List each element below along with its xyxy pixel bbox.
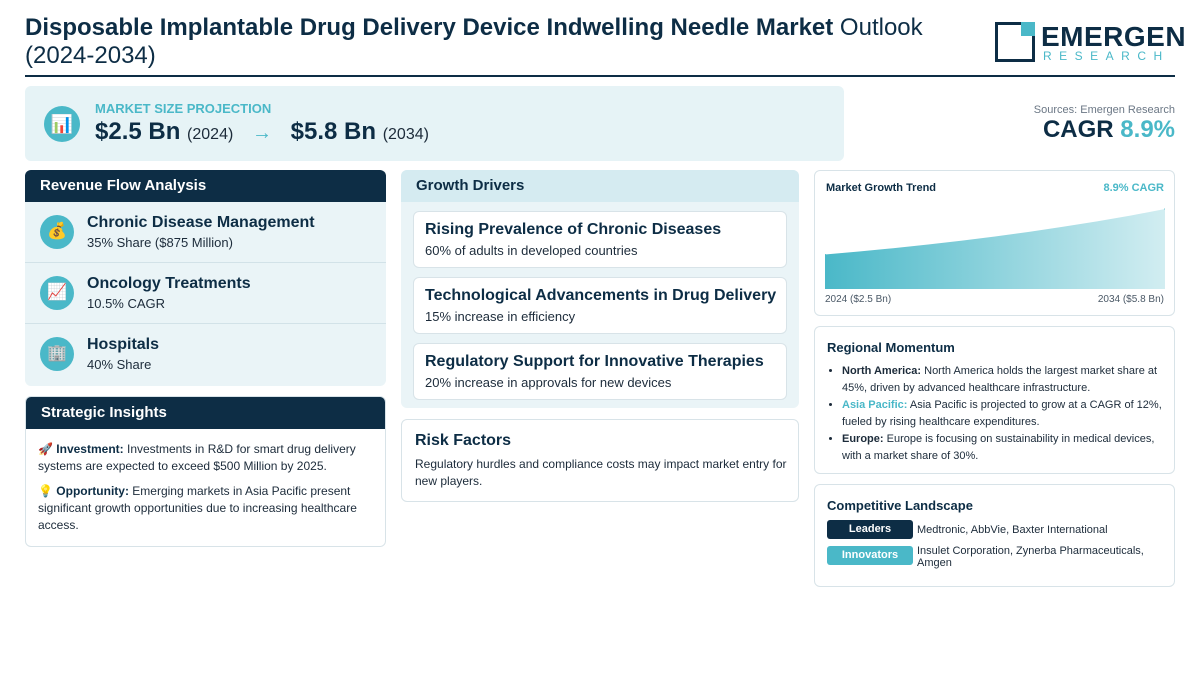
risk-heading: Risk Factors [415,432,512,449]
regional-momentum-panel: Regional Momentum North America: North A… [814,326,1175,474]
region-north-america: North America: North America holds the l… [842,363,1168,397]
region-asia-pacific: Asia Pacific: Asia Pacific is projected … [842,397,1168,431]
drivers-heading: Growth Drivers [401,170,799,202]
driver-sub: 60% of adults in developed countries [425,243,638,258]
revenue-flow-heading: Revenue Flow Analysis [25,170,386,202]
trend-area-svg [825,208,1165,289]
chart-start-label: 2024 ($2.5 Bn) [825,294,892,305]
projection-label: MARKET SIZE PROJECTION [95,101,272,116]
competitive-heading: Competitive Landscape [827,498,973,513]
market-growth-trend-chart: Market Growth Trend 8.9% CAGR 2024 ($2.5… [814,170,1175,316]
start-year: (2024) [187,126,234,143]
risk-factors-panel: Risk Factors Regulatory hurdles and comp… [401,419,799,502]
end-year: (2034) [382,126,429,143]
driver-title: Rising Prevalence of Chronic Diseases [425,221,722,238]
risk-text: Regulatory hurdles and compliance costs … [415,457,787,488]
revenue-flow-panel: Revenue Flow Analysis 💰 Chronic Disease … [25,170,386,386]
market-size-projection: 📊 MARKET SIZE PROJECTION $2.5 Bn (2024) … [25,86,844,161]
revenue-item: 🏢 Hospitals 40% Share [25,324,386,385]
chart-end-label: 2034 ($5.8 Bn) [1097,294,1164,305]
chart-title: Market Growth Trend [826,182,937,194]
insight-investment: 🚀 Investment: Investments in R&D for sma… [38,442,356,473]
revenue-item-title: Chronic Disease Management [87,214,315,231]
strategic-insights-panel: Strategic Insights 🚀 Investment: Investm… [25,396,386,547]
driver-card: Rising Prevalence of Chronic Diseases 60… [413,211,787,268]
revenue-item-title: Oncology Treatments [87,275,251,292]
revenue-item-sub: 40% Share [87,357,152,372]
building-icon: 🏢 [40,337,74,371]
revenue-item: 📈 Oncology Treatments 10.5% CAGR [25,263,386,324]
revenue-item-sub: 35% Share ($875 Million) [87,235,233,250]
driver-title: Regulatory Support for Innovative Therap… [425,353,764,370]
leaders-badge: Leaders [827,520,913,539]
cagr-summary: CAGR 8.9% [1042,116,1175,143]
innovators-badge: Innovators [827,546,913,565]
money-bag-icon: 💰 [40,215,74,249]
driver-title: Technological Advancements in Drug Deliv… [425,287,777,304]
trend-point-2024 [825,254,826,256]
end-value: $5.8 Bn [290,118,377,145]
driver-sub: 15% increase in efficiency [425,309,576,324]
cagr-value: 8.9% [1120,116,1175,143]
insights-heading: Strategic Insights [26,397,385,429]
trend-chart-icon: 📈 [40,276,74,310]
logo-name: EMERGEN [1041,21,1187,52]
bar-chart-icon: 📊 [44,106,80,142]
revenue-item-sub: 10.5% CAGR [87,296,166,311]
region-europe: Europe: Europe is focusing on sustainabi… [842,431,1168,465]
insight-opportunity: 💡 Opportunity: Emerging markets in Asia … [38,484,357,532]
lightbulb-icon: 💡 [38,484,53,498]
driver-card: Technological Advancements in Drug Deliv… [413,277,787,334]
regional-heading: Regional Momentum [827,340,955,355]
revenue-item: 💰 Chronic Disease Management 35% Share (… [25,202,386,263]
competitive-landscape-panel: Competitive Landscape Leaders Medtronic,… [814,484,1175,587]
page-header: Disposable Implantable Drug Delivery Dev… [25,14,1186,77]
sources-note: Sources: Emergen Research [1033,104,1175,116]
logo-mark-icon [995,22,1035,62]
emergen-logo: EMERGEN RESEARCH [995,18,1186,64]
trend-area [825,209,1165,289]
page-title: Disposable Implantable Drug Delivery Dev… [25,14,923,69]
driver-card: Regulatory Support for Innovative Therap… [413,343,787,400]
arrow-right-icon: → [251,122,272,144]
driver-sub: 20% increase in approvals for new device… [425,375,672,390]
chart-cagr: 8.9% CAGR [1103,182,1164,194]
logo-sub: RESEARCH [1043,49,1170,63]
growth-drivers-panel: Growth Drivers Rising Prevalence of Chro… [401,170,799,408]
revenue-item-title: Hospitals [87,336,160,353]
leaders-list: Medtronic, AbbVie, Baxter International [917,524,1108,536]
trend-point-2034 [1164,208,1165,210]
rocket-icon: 🚀 [38,442,53,456]
projection-values: $2.5 Bn (2024) → $5.8 Bn (2034) [95,118,429,146]
regional-list: North America: North America holds the l… [842,363,1168,465]
innovators-list: Insulet Corporation, Zynerba Pharmaceuti… [917,545,1144,569]
start-value: $2.5 Bn [95,118,181,145]
